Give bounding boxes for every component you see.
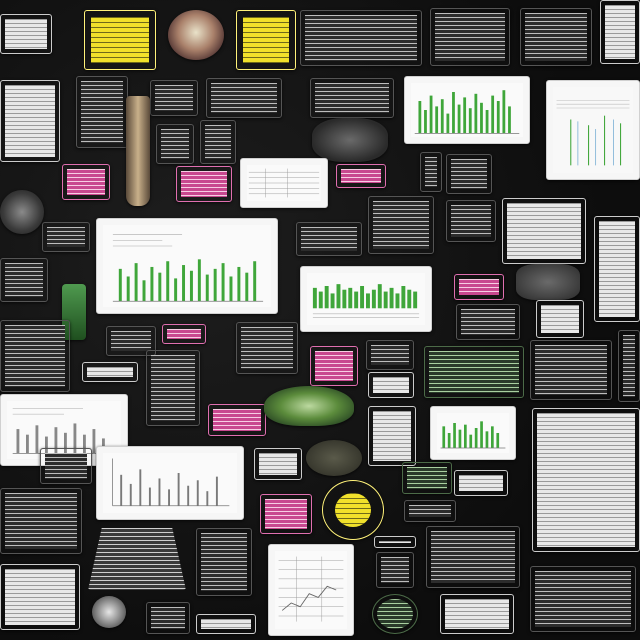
green-badge bbox=[372, 594, 418, 634]
text-panel bbox=[254, 448, 302, 480]
bar-chart-panel bbox=[96, 446, 244, 520]
spreadsheet-panel bbox=[310, 78, 394, 118]
spreadsheet-panel bbox=[520, 8, 592, 66]
spreadsheet-panel bbox=[426, 526, 520, 588]
leaf-object bbox=[264, 386, 354, 426]
spreadsheet-panel bbox=[236, 322, 298, 374]
spreadsheet-panel bbox=[430, 8, 510, 66]
spreadsheet-panel bbox=[424, 346, 524, 398]
pink-note bbox=[310, 346, 358, 386]
spreadsheet-panel bbox=[618, 330, 640, 402]
spreadsheet-panel bbox=[146, 602, 190, 634]
yellow-note bbox=[84, 10, 156, 70]
pink-note bbox=[208, 404, 266, 436]
gauge-object bbox=[312, 118, 388, 162]
text-panel bbox=[532, 408, 640, 552]
spreadsheet-panel bbox=[0, 258, 48, 302]
pink-note bbox=[176, 166, 232, 202]
text-panel bbox=[440, 594, 514, 634]
spreadsheet-panel bbox=[0, 320, 70, 392]
pink-note bbox=[454, 274, 504, 300]
spreadsheet-panel bbox=[206, 78, 282, 118]
spreadsheet-panel bbox=[420, 152, 442, 192]
plate-object bbox=[306, 440, 362, 476]
spreadsheet-panel bbox=[150, 80, 198, 116]
bar-chart-panel bbox=[430, 406, 516, 460]
spreadsheet-panel bbox=[156, 124, 194, 164]
bar-chart-graphic bbox=[437, 413, 509, 453]
text-panel bbox=[502, 198, 586, 264]
pedestal-object bbox=[126, 96, 150, 206]
bar-chart-panel bbox=[96, 218, 278, 314]
yellow-badge bbox=[322, 480, 384, 540]
pink-note bbox=[336, 164, 386, 188]
spreadsheet-panel bbox=[402, 462, 452, 494]
spreadsheet-panel bbox=[200, 120, 236, 164]
chart-panel bbox=[546, 80, 640, 180]
bar-chart-panel bbox=[404, 76, 530, 144]
spreadsheet-panel bbox=[404, 500, 456, 522]
bar-chart-graphic bbox=[307, 273, 425, 325]
spreadsheet-panel bbox=[106, 326, 156, 356]
pink-note bbox=[260, 494, 312, 534]
gauge-object bbox=[0, 190, 44, 234]
text-panel bbox=[82, 362, 138, 382]
spreadsheet-panel bbox=[456, 304, 520, 340]
spreadsheet-panel bbox=[530, 566, 636, 632]
bar-chart-graphic bbox=[103, 225, 271, 307]
lamp-shade-object bbox=[88, 528, 186, 590]
spreadsheet-panel bbox=[196, 528, 252, 596]
bar-chart-graphic bbox=[103, 453, 237, 513]
bar-chart-panel bbox=[300, 266, 432, 332]
spreadsheet-panel bbox=[296, 222, 362, 256]
table-graphic bbox=[247, 165, 321, 201]
spreadsheet-panel bbox=[368, 196, 434, 254]
text-panel bbox=[454, 470, 508, 496]
spreadsheet-panel bbox=[446, 154, 492, 194]
spreadsheet-panel bbox=[300, 10, 422, 66]
spreadsheet-panel bbox=[42, 222, 90, 252]
table-panel bbox=[268, 544, 354, 636]
device-object bbox=[516, 264, 580, 300]
spreadsheet-panel bbox=[530, 340, 612, 400]
text-panel bbox=[594, 216, 640, 322]
text-panel bbox=[368, 406, 416, 466]
spreadsheet-panel bbox=[0, 488, 82, 554]
text-panel bbox=[536, 300, 584, 338]
line-chart-graphic bbox=[553, 87, 633, 173]
text-panel bbox=[0, 80, 60, 162]
text-panel bbox=[0, 14, 52, 54]
spreadsheet-panel bbox=[446, 200, 496, 242]
knob-object bbox=[92, 596, 126, 628]
yellow-note bbox=[236, 10, 296, 70]
pink-note bbox=[62, 164, 110, 200]
text-panel bbox=[600, 0, 640, 64]
table-panel bbox=[240, 158, 328, 208]
pink-note bbox=[162, 324, 206, 344]
bar-chart-graphic bbox=[411, 83, 523, 137]
spreadsheet-panel bbox=[146, 350, 200, 426]
spreadsheet-panel bbox=[376, 552, 414, 588]
text-panel bbox=[374, 536, 416, 548]
spreadsheet-panel bbox=[76, 76, 128, 148]
green-object bbox=[62, 284, 86, 340]
table-graphic bbox=[275, 551, 347, 629]
text-panel bbox=[196, 614, 256, 634]
text-panel bbox=[0, 564, 80, 630]
text-panel bbox=[368, 372, 414, 398]
spreadsheet-panel bbox=[366, 340, 414, 370]
spreadsheet-panel bbox=[40, 448, 92, 484]
lamp-object bbox=[168, 10, 224, 60]
